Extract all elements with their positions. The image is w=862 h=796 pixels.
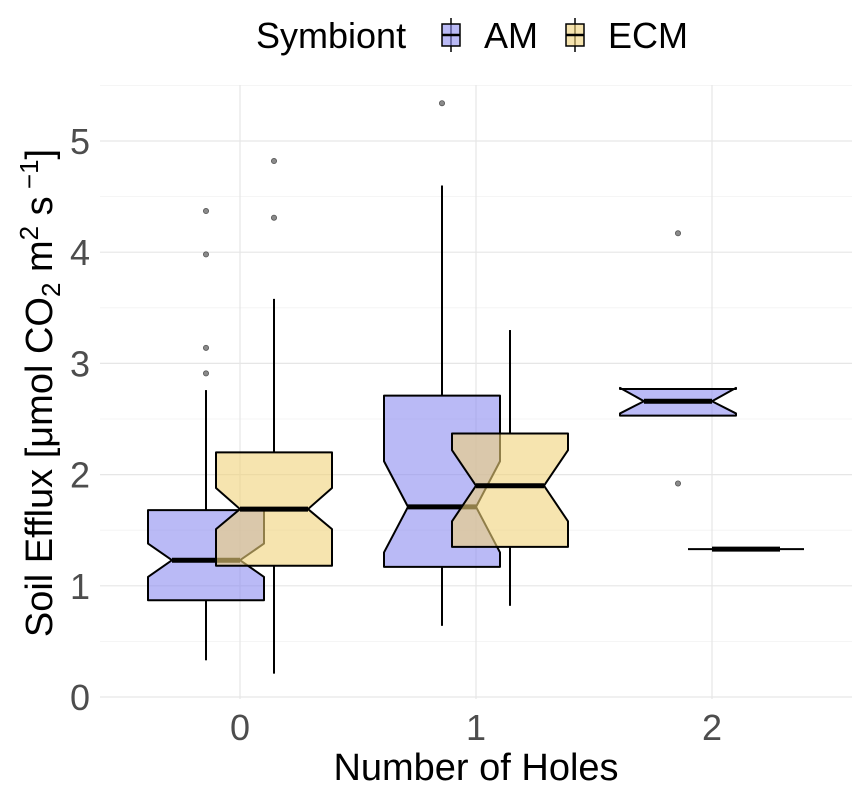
outlier-point xyxy=(675,480,682,487)
outlier-point xyxy=(270,214,277,221)
y-tick-label: 2 xyxy=(70,455,90,496)
x-axis-title: Number of Holes xyxy=(333,747,618,789)
box-ecm-1 xyxy=(451,330,569,606)
outlier-point xyxy=(202,344,209,351)
box-ecm-0 xyxy=(215,158,333,674)
legend-label: AM xyxy=(484,15,538,56)
legend-title: Symbiont xyxy=(256,15,406,56)
y-axis-title: Soil Efflux [μmol CO2 m2 s −1] xyxy=(14,149,66,637)
y-tick-label: 3 xyxy=(70,343,90,384)
y-tick-labels: 0 1 2 3 4 5 xyxy=(70,121,90,718)
outlier-point xyxy=(438,100,445,107)
outlier-point xyxy=(270,158,277,165)
x-tick-label: 2 xyxy=(702,707,722,748)
box-am-2 xyxy=(619,230,737,487)
box-am-0 xyxy=(147,208,265,661)
svg-text:Soil Efflux [μmol CO2 m2 s −: Soil Efflux [μmol CO2 m2 s −1] xyxy=(14,149,66,637)
grid-lines xyxy=(100,85,852,699)
x-tick-label: 1 xyxy=(466,707,486,748)
outlier-point xyxy=(675,230,682,237)
outlier-point xyxy=(202,251,209,258)
y-tick-label: 5 xyxy=(70,121,90,162)
box-plots xyxy=(147,100,804,674)
legend-item-ecm: ECM xyxy=(565,15,688,56)
outlier-point xyxy=(202,370,209,377)
outlier-point xyxy=(202,208,209,215)
y-tick-label: 4 xyxy=(70,232,90,273)
legend-label: ECM xyxy=(608,15,688,56)
legend: Symbiont AM ECM xyxy=(256,15,688,56)
legend-item-am: AM xyxy=(441,15,538,56)
notched-box xyxy=(451,432,569,548)
x-tick-labels: 0 1 2 xyxy=(230,707,722,748)
legend-keys: AM ECM xyxy=(441,15,688,56)
y-tick-label: 1 xyxy=(70,566,90,607)
y-tick-label: 0 xyxy=(70,677,90,718)
x-tick-label: 0 xyxy=(230,707,250,748)
